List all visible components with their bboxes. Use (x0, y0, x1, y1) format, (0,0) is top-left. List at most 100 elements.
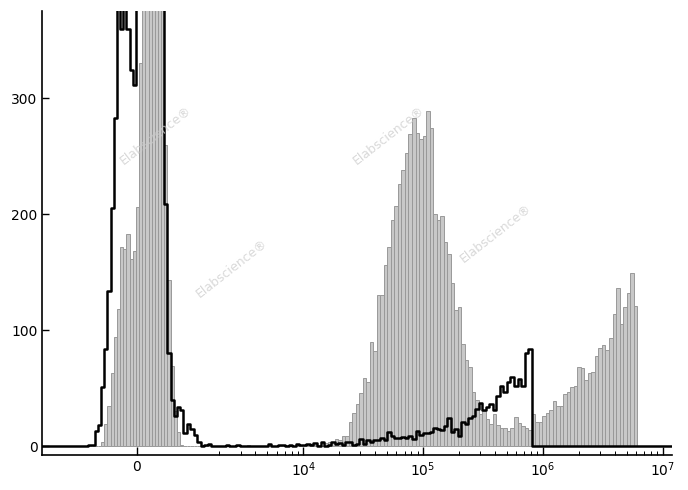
Bar (377, 295, 380, 446)
Bar (129, 259, 133, 446)
Bar (101, 441, 105, 446)
Bar (136, 207, 139, 446)
Bar (246, 445, 250, 446)
Bar (387, 246, 391, 446)
Bar (588, 373, 592, 446)
Bar (465, 360, 469, 446)
Text: Elabscience®: Elabscience® (351, 104, 427, 168)
Bar (142, 0, 145, 446)
Bar (535, 422, 539, 446)
Bar (574, 386, 577, 446)
Text: Elabscience®: Elabscience® (193, 237, 270, 301)
Bar (384, 265, 387, 446)
Bar (164, 145, 167, 446)
Bar (111, 373, 114, 446)
Bar (500, 428, 504, 446)
Bar (634, 306, 637, 446)
Bar (105, 424, 107, 446)
Bar (581, 368, 584, 446)
Bar (171, 366, 174, 446)
Bar (167, 280, 171, 446)
Bar (532, 414, 535, 446)
Bar (363, 378, 366, 446)
Bar (123, 249, 127, 446)
Bar (409, 134, 412, 446)
Text: Elabscience®: Elabscience® (118, 104, 194, 168)
Bar (374, 351, 377, 446)
Bar (369, 342, 374, 446)
Bar (510, 428, 514, 446)
Bar (334, 439, 338, 446)
Bar (437, 220, 440, 446)
Bar (454, 311, 458, 446)
Bar (461, 344, 465, 446)
Bar (155, 0, 158, 446)
Bar (429, 128, 433, 446)
Bar (317, 445, 321, 446)
Bar (556, 406, 560, 446)
Bar (539, 422, 542, 446)
Bar (342, 436, 345, 446)
Bar (380, 295, 384, 446)
Bar (149, 0, 151, 446)
Bar (314, 445, 317, 446)
Bar (161, 0, 164, 446)
Bar (278, 445, 282, 446)
Bar (416, 133, 419, 446)
Bar (549, 410, 552, 446)
Bar (486, 419, 489, 446)
Bar (521, 426, 524, 446)
Bar (177, 432, 180, 446)
Bar (127, 234, 129, 446)
Bar (528, 430, 532, 446)
Bar (497, 425, 500, 446)
Bar (560, 406, 563, 446)
Bar (338, 441, 342, 446)
Bar (306, 445, 310, 446)
Bar (605, 350, 609, 446)
Bar (552, 401, 556, 446)
Bar (524, 428, 528, 446)
Bar (514, 417, 517, 446)
Bar (472, 392, 475, 446)
Bar (107, 406, 111, 446)
Bar (405, 153, 409, 446)
Bar (546, 413, 549, 446)
Bar (482, 411, 486, 446)
Bar (120, 246, 123, 446)
Bar (577, 368, 581, 446)
Bar (451, 283, 454, 446)
Bar (286, 445, 289, 446)
Bar (359, 393, 363, 446)
Bar (517, 423, 521, 446)
Bar (327, 441, 331, 446)
Text: Elabscience®: Elabscience® (458, 201, 534, 265)
Bar (475, 400, 479, 446)
Bar (174, 411, 177, 446)
Bar (180, 445, 183, 446)
Bar (567, 392, 570, 446)
Bar (542, 416, 546, 446)
Bar (158, 0, 161, 446)
Bar (592, 372, 595, 446)
Bar (623, 307, 627, 446)
Bar (469, 368, 472, 446)
Bar (398, 184, 401, 446)
Bar (612, 314, 616, 446)
Bar (117, 309, 120, 446)
Bar (145, 0, 149, 446)
Bar (151, 0, 155, 446)
Bar (620, 324, 623, 446)
Bar (563, 394, 567, 446)
Bar (507, 431, 510, 446)
Bar (616, 289, 620, 446)
Bar (627, 293, 630, 446)
Bar (602, 345, 605, 446)
Bar (282, 445, 286, 446)
Bar (352, 413, 356, 446)
Bar (422, 136, 426, 446)
Bar (412, 118, 416, 446)
Bar (433, 214, 437, 446)
Bar (419, 139, 422, 446)
Bar (458, 307, 461, 446)
